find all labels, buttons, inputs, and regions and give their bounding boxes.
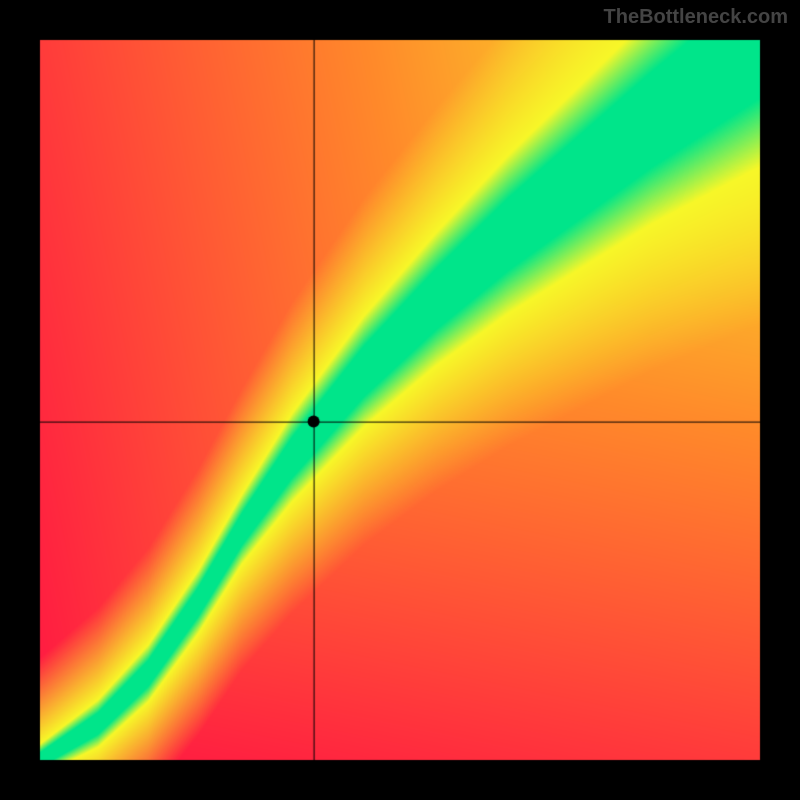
heatmap-canvas	[0, 0, 800, 800]
watermark-text: TheBottleneck.com	[604, 6, 788, 29]
chart-container: TheBottleneck.com	[0, 0, 800, 800]
